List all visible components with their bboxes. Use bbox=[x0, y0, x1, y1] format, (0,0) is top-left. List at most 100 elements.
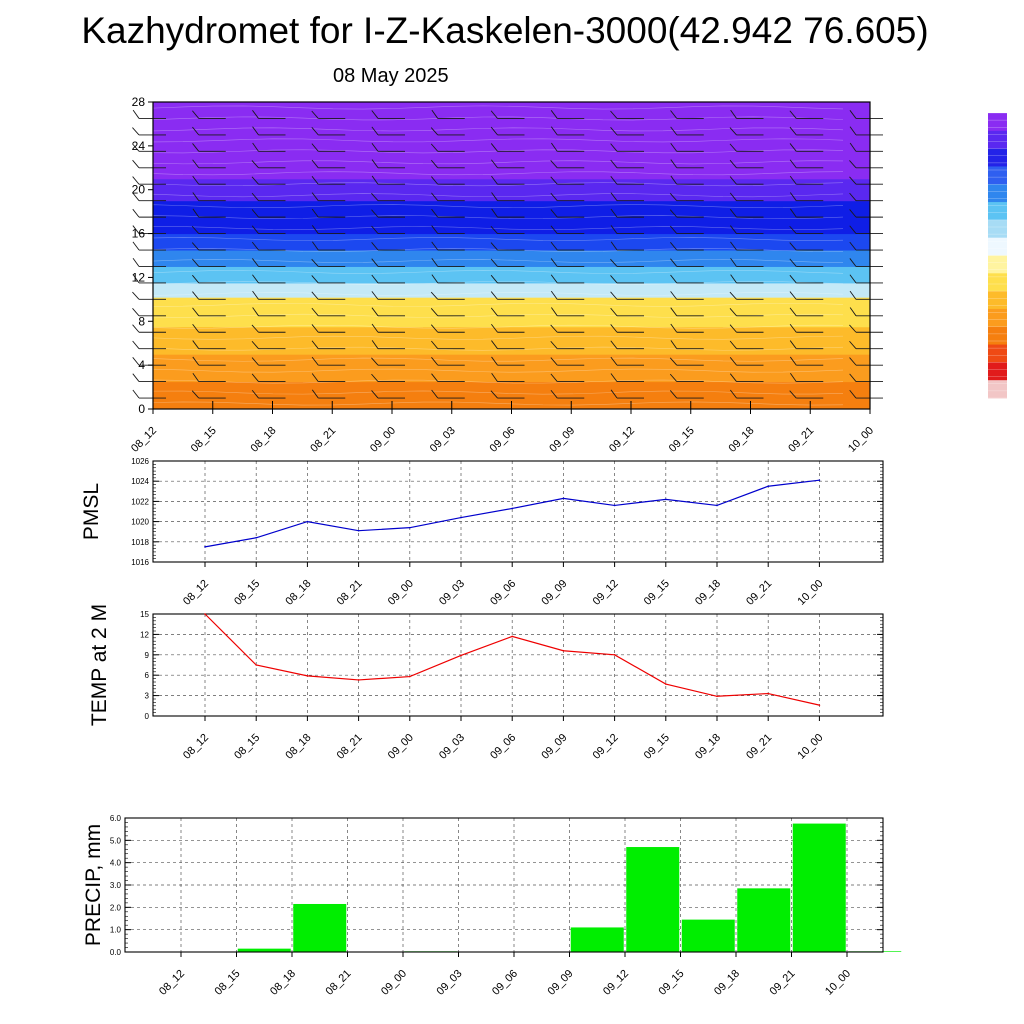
wind-barb-flag bbox=[610, 275, 618, 284]
wind-barb-flag bbox=[849, 126, 857, 136]
colorbar-swatch bbox=[988, 326, 1007, 346]
x-tick-label: 10_00 bbox=[846, 425, 876, 455]
wind-barb-flag bbox=[491, 208, 498, 218]
wind-barb-flag bbox=[729, 192, 737, 201]
x-tick-label: 09_06 bbox=[490, 968, 520, 998]
x-tick-label: 09_21 bbox=[744, 578, 774, 608]
wind-barb-flag bbox=[849, 324, 857, 333]
wind-barb-flag bbox=[431, 257, 439, 267]
wind-barb-flag bbox=[191, 390, 200, 399]
y-tick-label: 1016 bbox=[131, 558, 149, 567]
x-tick-label: 09_15 bbox=[657, 968, 687, 998]
wind-barb-flag bbox=[251, 225, 259, 234]
wind-barb-flag bbox=[849, 225, 857, 234]
wind-barb-flag bbox=[252, 142, 259, 152]
x-tick-label: 09_06 bbox=[488, 425, 518, 455]
contour-line bbox=[152, 281, 844, 285]
x-tick-label: 09_03 bbox=[437, 578, 467, 608]
wind-barb-flag bbox=[192, 175, 200, 185]
wind-barb-flag bbox=[431, 192, 439, 201]
wind-barb-flag bbox=[430, 127, 439, 136]
contour-line bbox=[152, 401, 844, 406]
x-tick-label: 10_00 bbox=[823, 968, 853, 998]
contour-line bbox=[152, 335, 844, 340]
data-point bbox=[665, 683, 667, 685]
wind-barb-flag bbox=[849, 290, 857, 300]
data-point bbox=[255, 536, 257, 539]
contour-line bbox=[152, 193, 844, 198]
wind-barb-flag bbox=[431, 274, 439, 284]
colorbar bbox=[988, 112, 1007, 399]
x-tick-label: 10_00 bbox=[795, 578, 825, 608]
wind-barb-flag bbox=[371, 323, 379, 333]
wind-barb-flag bbox=[491, 340, 498, 349]
data-point bbox=[767, 485, 769, 488]
wind-barb-flag bbox=[371, 373, 379, 382]
wind-barb-flag bbox=[251, 209, 259, 218]
wind-barb-flag bbox=[371, 159, 379, 169]
x-tick-label: 08_18 bbox=[249, 425, 279, 455]
wind-barb-flag bbox=[550, 357, 558, 366]
wind-barb-flag bbox=[550, 258, 558, 267]
colorbar-swatch bbox=[988, 113, 1007, 132]
wind-barb-flag bbox=[670, 126, 678, 136]
y-axis-label: PMSL bbox=[80, 483, 103, 540]
wind-barb-flag bbox=[670, 258, 678, 267]
wind-barb-flag bbox=[311, 225, 319, 234]
contour-line bbox=[152, 270, 844, 274]
contour-line bbox=[152, 182, 844, 187]
data-point bbox=[204, 546, 206, 548]
wind-barb-flag bbox=[849, 142, 857, 152]
wind-barb-flag bbox=[490, 291, 498, 300]
wind-barb-flag bbox=[670, 242, 678, 251]
wind-barb-flag bbox=[132, 127, 140, 136]
wind-barb-flag bbox=[849, 176, 857, 185]
wind-barb-flag bbox=[550, 176, 558, 185]
wind-barb-flag bbox=[252, 307, 259, 317]
wind-barb-flag bbox=[849, 274, 857, 284]
contour-line bbox=[152, 368, 844, 373]
data-point bbox=[409, 526, 411, 529]
y-tick-label: 6.0 bbox=[110, 814, 122, 823]
pmsl-panel: 1016 1018 1020 1022 1024 1026 08_12 08_15 08_18 0… bbox=[80, 457, 884, 608]
wind-barb-flag bbox=[252, 110, 259, 119]
wind-barb-flag bbox=[491, 373, 498, 382]
contour-line bbox=[152, 302, 844, 307]
wind-barb-flag bbox=[252, 290, 259, 300]
contour-line bbox=[152, 171, 844, 176]
wind-barb-flag bbox=[730, 241, 737, 251]
wind-barb-flag bbox=[192, 143, 200, 152]
x-tick-label: 09_09 bbox=[547, 425, 577, 455]
x-tick-label: 09_18 bbox=[693, 578, 723, 608]
contour-line bbox=[152, 237, 844, 241]
wind-barb-flag bbox=[849, 209, 857, 218]
wind-barb-flag bbox=[431, 109, 439, 119]
y-tick-label: 0.0 bbox=[110, 948, 122, 957]
data-point bbox=[716, 504, 718, 507]
wind-barb-flag bbox=[132, 373, 140, 382]
x-tick-label: 08_18 bbox=[283, 732, 313, 762]
colorbar-swatch bbox=[988, 148, 1007, 167]
wind-barb-flag bbox=[729, 373, 737, 382]
wind-barb-flag bbox=[849, 389, 857, 399]
wind-barb-flag bbox=[430, 308, 439, 317]
contour-line bbox=[152, 324, 844, 329]
wind-barb-flag bbox=[849, 110, 857, 119]
wind-barb-flag bbox=[550, 209, 558, 218]
contour-line bbox=[152, 346, 844, 351]
colorbar-swatch bbox=[988, 219, 1007, 239]
wind-barb-flag bbox=[191, 258, 200, 267]
wind-barb-flag bbox=[610, 324, 618, 333]
data-point bbox=[767, 692, 769, 695]
x-tick-label: 08_15 bbox=[213, 968, 243, 998]
contour-line bbox=[152, 149, 844, 154]
x-tick-label: 09_09 bbox=[539, 732, 569, 762]
wind-barb-flag bbox=[730, 274, 737, 284]
y-tick-label: 9 bbox=[145, 651, 150, 660]
wind-barb-flag bbox=[849, 340, 857, 349]
precip-panel: 0.0 1.0 2.0 3.0 4.0 5.0 6.0 08_12 08_15 08_18 08_2… bbox=[82, 814, 902, 998]
wind-barb-flag bbox=[132, 159, 140, 169]
precip-bar bbox=[626, 847, 680, 952]
wind-barb-flag bbox=[132, 274, 140, 284]
wind-barb-flag bbox=[610, 192, 618, 201]
